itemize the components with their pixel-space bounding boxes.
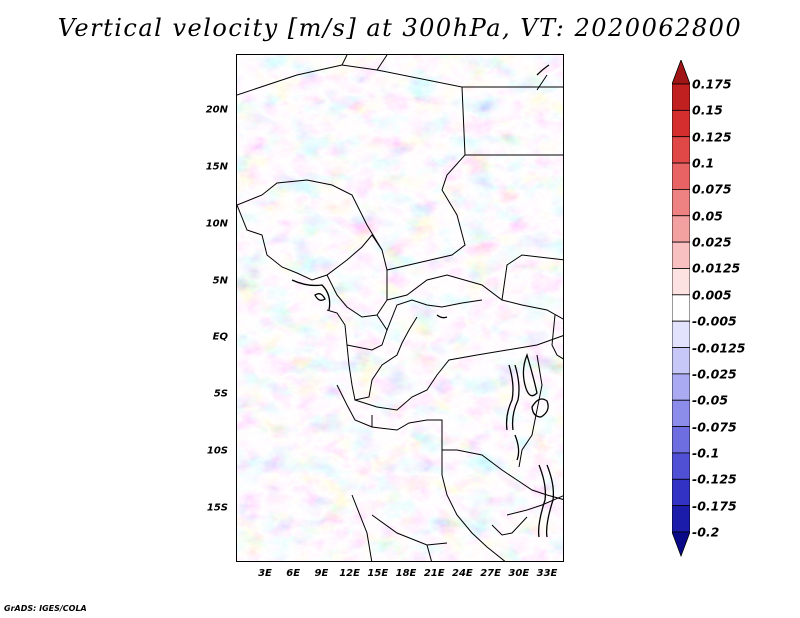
colorbar-bin — [672, 452, 690, 480]
lat-tick-label: 10S — [206, 445, 228, 457]
colorbar-bin — [672, 215, 690, 243]
colorbar-tick-label: -0.1 — [692, 445, 720, 461]
colorbar-tick-label: 0.0125 — [692, 260, 741, 276]
colorbar-tick-label: 0.005 — [692, 287, 732, 303]
colorbar-tick-label: 0.05 — [692, 208, 723, 224]
colorbar-bin — [672, 162, 690, 190]
lon-tick-label: 27E — [480, 568, 501, 579]
colorbar-tick-label: -0.005 — [692, 313, 737, 329]
lat-tick-label: 10N — [205, 218, 228, 230]
colorbar-bin — [672, 136, 690, 164]
lon-tick-label: 15E — [367, 568, 389, 579]
shaded-field — [237, 55, 563, 561]
lat-tick-label: 15N — [205, 161, 228, 173]
colorbar-tick-label: 0.175 — [692, 76, 732, 92]
colorbar-tick-label: 0.15 — [692, 102, 723, 118]
colorbar-bin — [672, 347, 690, 375]
lon-tick-label: 30E — [508, 568, 530, 579]
lat-tick-label: 20N — [205, 104, 228, 116]
colorbar-bin — [672, 399, 690, 427]
chart-title: Vertical velocity [m/s] at 300hPa, VT: 2… — [57, 14, 743, 42]
lon-tick-label: 33E — [536, 568, 558, 579]
colorbar-bin — [672, 505, 690, 533]
colorbar-bin — [672, 426, 690, 454]
velocity-field-map — [237, 55, 563, 561]
colorbar-tick-label: -0.2 — [692, 524, 720, 540]
colorbar-tick-label: -0.175 — [692, 498, 737, 514]
lon-tick-label: 6E — [286, 568, 301, 579]
lon-tick-label: 24E — [452, 568, 473, 579]
country-borders — [237, 55, 563, 561]
lon-tick-label: 9E — [314, 568, 329, 579]
lon-tick-label: 3E — [258, 568, 272, 579]
colorbar-tick-label: 0.1 — [692, 155, 715, 171]
lat-tick-label: 5S — [213, 388, 228, 400]
colorbar-bin — [672, 109, 690, 138]
colorbar-tick-label: 0.075 — [692, 181, 732, 197]
colorbar-bin — [672, 60, 690, 85]
coastlines-lakes — [291, 64, 555, 538]
colorbar-tick-label: -0.125 — [692, 471, 737, 487]
colorbar-bin — [672, 241, 690, 269]
colorbar — [672, 60, 690, 558]
colorbar-bin — [672, 478, 690, 507]
colorbar-bin — [672, 531, 690, 558]
map-panel — [236, 54, 564, 562]
lon-tick-label: 21E — [423, 568, 445, 579]
lon-tick-label: 12E — [339, 568, 360, 579]
colorbar-bin — [672, 320, 690, 348]
colorbar-tick-label: -0.075 — [692, 419, 737, 435]
lat-tick-label: 15S — [206, 502, 228, 514]
colorbar-tick-label: 0.025 — [692, 234, 732, 250]
lat-tick-label: 5N — [212, 275, 228, 287]
colorbar-tick-label: -0.0125 — [692, 340, 746, 356]
lat-tick-label: EQ — [212, 331, 228, 343]
colorbar-tick-label: -0.025 — [692, 366, 737, 382]
colorbar-bin — [672, 373, 690, 401]
colorbar-bin — [672, 189, 690, 217]
colorbar-bin — [672, 294, 690, 322]
colorbar-bin — [672, 268, 690, 296]
colorbar-tick-label: -0.05 — [692, 392, 729, 408]
software-credit: GrADS: IGES/COLA — [4, 604, 87, 613]
colorbar-tick-label: 0.125 — [692, 129, 732, 145]
colorbar-bin — [672, 83, 690, 111]
lon-tick-label: 18E — [395, 568, 417, 579]
